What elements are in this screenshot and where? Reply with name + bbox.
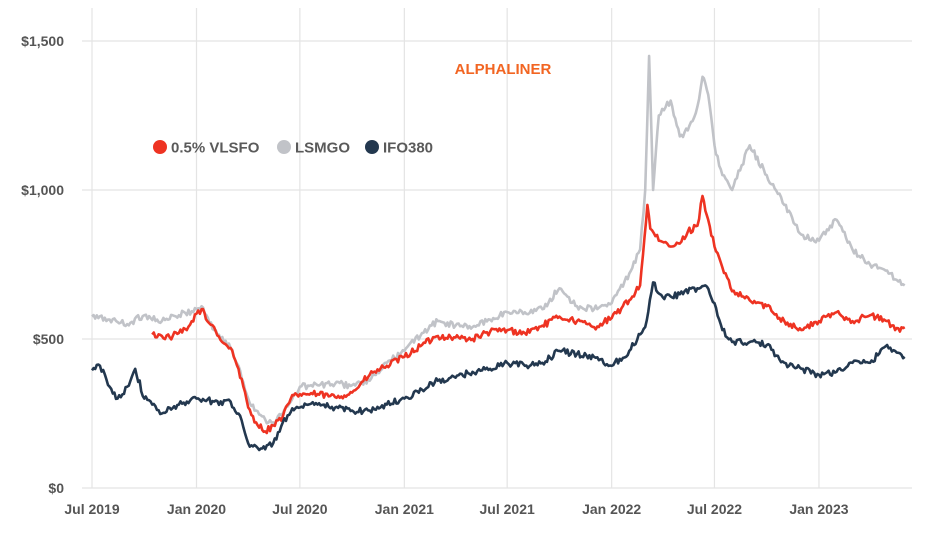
x-tick-label: Jan 2022 xyxy=(582,501,641,517)
legend-marker xyxy=(365,140,379,154)
x-tick-label: Jul 2019 xyxy=(64,501,119,517)
series-line-0-5-vlsfo xyxy=(151,194,906,435)
legend-label: LSMGO xyxy=(295,140,350,157)
y-tick-label: $0 xyxy=(48,480,64,496)
legend-marker xyxy=(277,140,291,154)
y-tick-label: $1,000 xyxy=(21,182,64,198)
series-line-ifo380 xyxy=(90,281,906,452)
x-tick-label: Jul 2020 xyxy=(272,501,327,517)
y-tick-label: $500 xyxy=(33,331,64,347)
x-tick-label: Jul 2021 xyxy=(480,501,535,517)
x-tick-label: Jan 2023 xyxy=(789,501,848,517)
x-tick-label: Jan 2020 xyxy=(167,501,226,517)
legend-label: IFO380 xyxy=(383,140,433,157)
x-tick-label: Jul 2022 xyxy=(687,501,742,517)
y-tick-label: $1,500 xyxy=(21,33,64,49)
watermark-label: ALPHALINER xyxy=(455,61,552,78)
series-line-lsmgo xyxy=(91,54,906,426)
grid xyxy=(82,8,912,489)
legend-label: 0.5% VLSFO xyxy=(171,140,260,157)
series-lines xyxy=(90,54,906,452)
x-tick-label: Jan 2021 xyxy=(375,501,434,517)
legend: 0.5% VLSFO LSMGO IFO380 xyxy=(153,140,433,157)
legend-marker xyxy=(153,140,167,154)
axes: $0 $500 $1,000 $1,500 Jul 2019 Jan 2020 Jul 20… xyxy=(21,33,849,517)
